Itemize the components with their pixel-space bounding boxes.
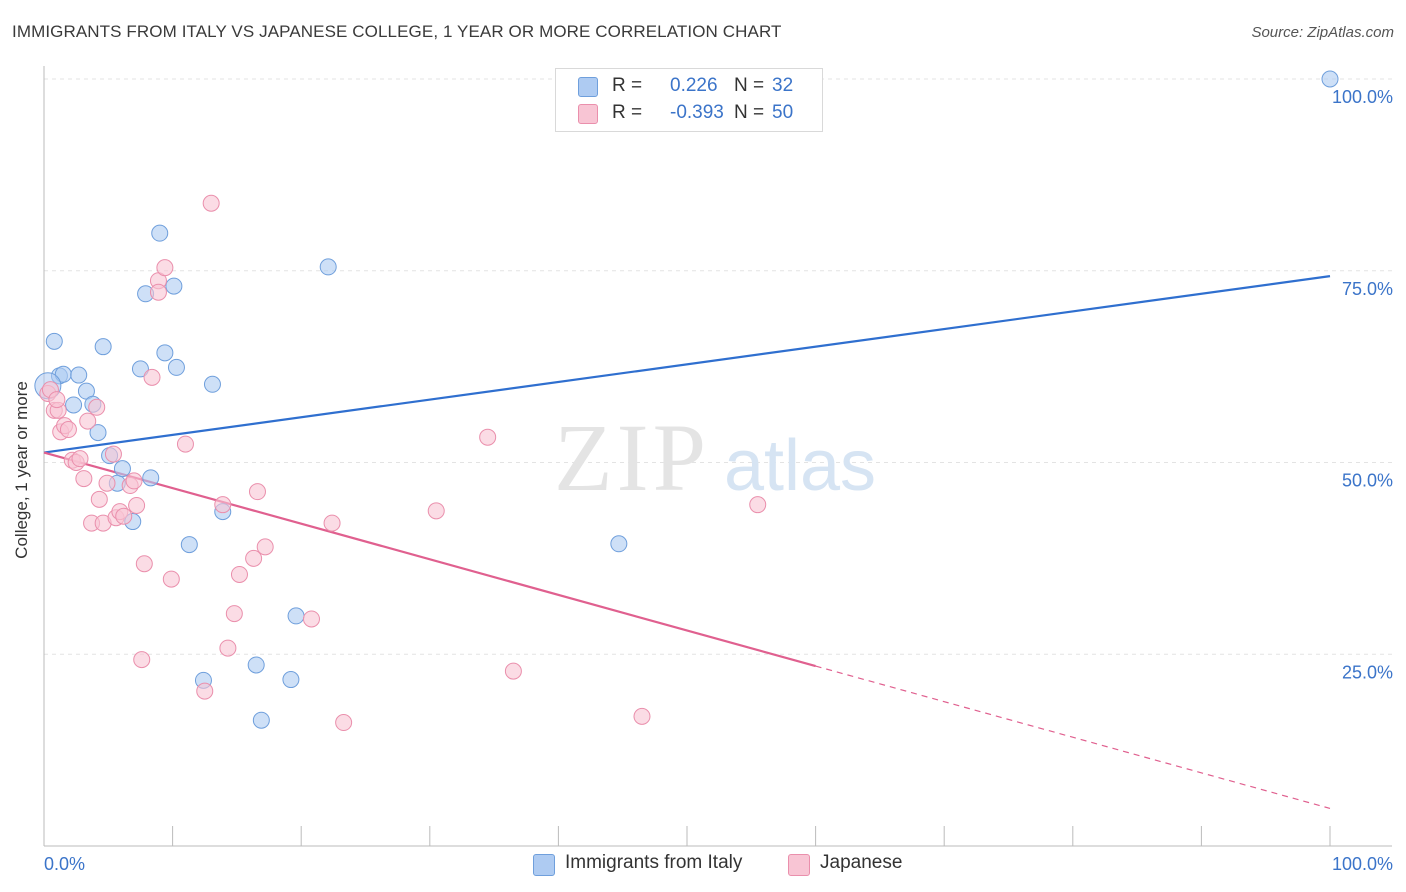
tick-labels: 100.0% 75.0% 50.0% 25.0% 0.0% 100.0% bbox=[44, 87, 1393, 874]
y-tick-label: 100.0% bbox=[1332, 87, 1393, 107]
legend-r-label: R = bbox=[612, 75, 643, 96]
point-japanese bbox=[135, 555, 153, 573]
stats-legend: R = 0.226 N = 32 R = -0.393 N = 50 bbox=[555, 68, 823, 132]
point-italy bbox=[70, 366, 88, 384]
point-japanese bbox=[88, 398, 106, 416]
point-italy bbox=[247, 656, 265, 674]
data-points bbox=[34, 70, 1339, 732]
point-japanese bbox=[633, 707, 651, 725]
legend-swatch-italy bbox=[578, 77, 598, 97]
watermark: ZIP atlas bbox=[554, 404, 876, 511]
point-italy bbox=[131, 360, 149, 378]
point-japanese bbox=[335, 714, 353, 732]
point-japanese bbox=[256, 538, 274, 556]
trendline-italy bbox=[43, 275, 1331, 454]
point-japanese bbox=[104, 445, 122, 463]
point-japanese bbox=[427, 502, 445, 520]
legend-r-label: R = bbox=[612, 102, 643, 123]
point-japanese bbox=[245, 549, 263, 567]
y-axis-label: College, 1 year or more bbox=[12, 381, 31, 559]
chart-title: IMMIGRANTS FROM ITALY VS JAPANESE COLLEG… bbox=[12, 22, 782, 41]
legend-label-japanese: Japanese bbox=[820, 852, 903, 873]
point-japanese bbox=[162, 570, 180, 588]
y-tick-label: 50.0% bbox=[1342, 471, 1393, 491]
point-japanese bbox=[156, 259, 174, 277]
point-japanese bbox=[128, 496, 146, 514]
point-japanese bbox=[219, 639, 237, 657]
point-japanese bbox=[79, 412, 97, 430]
axes bbox=[43, 66, 1392, 847]
point-italy bbox=[151, 224, 169, 242]
watermark-zip: ZIP bbox=[554, 404, 710, 511]
point-japanese bbox=[90, 490, 108, 508]
point-japanese bbox=[176, 435, 194, 453]
point-japanese bbox=[98, 474, 116, 492]
legend-swatch-japanese bbox=[578, 104, 598, 124]
point-japanese bbox=[75, 470, 93, 488]
point-italy bbox=[252, 711, 270, 729]
legend-n-value: 32 bbox=[772, 75, 794, 96]
point-japanese bbox=[302, 610, 320, 628]
point-japanese bbox=[149, 283, 167, 301]
point-italy bbox=[65, 396, 83, 414]
point-italy bbox=[180, 536, 198, 554]
point-japanese bbox=[125, 472, 143, 490]
grid-lines bbox=[44, 78, 1392, 655]
point-italy bbox=[156, 344, 174, 362]
point-japanese bbox=[504, 662, 522, 680]
legend-n-label: N = bbox=[734, 102, 765, 123]
point-italy bbox=[45, 332, 63, 350]
legend-r-value: -0.393 bbox=[670, 102, 724, 123]
point-japanese bbox=[479, 428, 497, 446]
point-japanese bbox=[59, 421, 77, 439]
point-japanese bbox=[143, 368, 161, 386]
point-italy bbox=[167, 358, 185, 376]
point-japanese bbox=[225, 605, 243, 623]
point-italy bbox=[89, 424, 107, 442]
legend-n-value: 50 bbox=[772, 102, 794, 123]
point-japanese bbox=[202, 194, 220, 212]
point-italy bbox=[142, 469, 160, 487]
source-label: Source: ZipAtlas.com bbox=[1251, 24, 1394, 41]
y-tick-label: 75.0% bbox=[1342, 279, 1393, 299]
legend-swatch-japanese bbox=[788, 854, 810, 876]
point-japanese bbox=[133, 651, 151, 669]
point-japanese bbox=[230, 565, 248, 583]
point-italy bbox=[113, 460, 131, 478]
legend-n-label: N = bbox=[734, 75, 765, 96]
point-italy bbox=[1321, 70, 1339, 88]
point-japanese bbox=[214, 496, 232, 514]
point-italy bbox=[203, 375, 221, 393]
point-italy bbox=[610, 535, 628, 553]
legend-r-value: 0.226 bbox=[670, 75, 718, 96]
trend-lines bbox=[43, 275, 1331, 809]
point-italy bbox=[165, 277, 183, 295]
x-tick-label: 100.0% bbox=[1332, 854, 1393, 874]
point-japanese bbox=[115, 507, 133, 525]
watermark-atlas: atlas bbox=[724, 426, 876, 506]
point-japanese bbox=[48, 391, 66, 409]
legend-label-italy: Immigrants from Italy bbox=[565, 852, 743, 873]
trendline-japanese-extension bbox=[815, 665, 1331, 809]
point-japanese bbox=[248, 483, 266, 501]
point-italy bbox=[94, 338, 112, 356]
y-tick-label: 25.0% bbox=[1342, 662, 1393, 682]
point-italy bbox=[319, 258, 337, 276]
legend-swatch-italy bbox=[533, 854, 555, 876]
point-japanese bbox=[323, 514, 341, 532]
point-italy bbox=[282, 671, 300, 689]
point-japanese bbox=[196, 682, 214, 700]
trendline-japanese bbox=[43, 451, 816, 668]
point-japanese bbox=[749, 496, 767, 514]
point-italy bbox=[287, 607, 305, 625]
point-japanese bbox=[71, 450, 89, 468]
x-tick-label: 0.0% bbox=[44, 854, 85, 874]
